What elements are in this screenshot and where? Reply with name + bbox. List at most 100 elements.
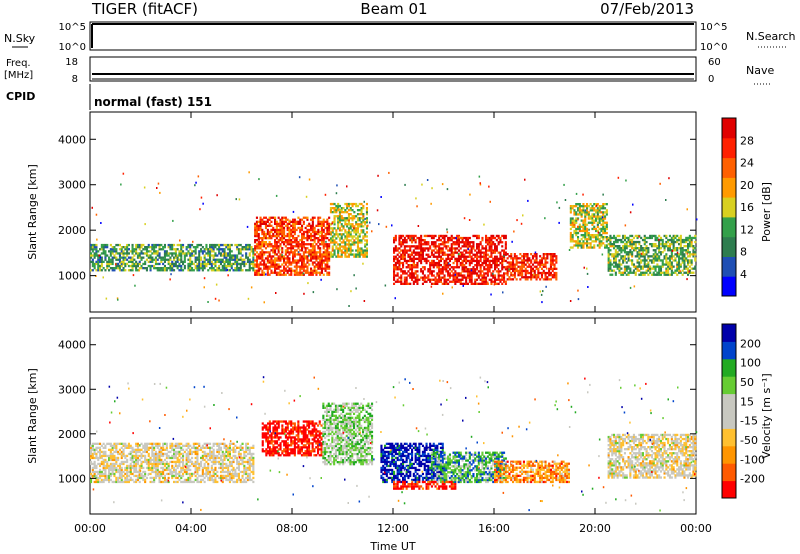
data-cell — [643, 240, 646, 244]
data-cell — [663, 247, 666, 250]
data-cell — [154, 466, 157, 470]
data-cell — [474, 259, 477, 263]
data-cell — [178, 452, 181, 456]
data-cell — [468, 251, 471, 254]
data-cell — [174, 480, 177, 484]
data-cell — [286, 247, 289, 250]
data-cell — [288, 222, 291, 225]
data-cell — [584, 225, 587, 228]
data-cell — [178, 269, 181, 272]
data-cell — [91, 246, 94, 249]
data-cell — [120, 480, 123, 484]
data-cell — [421, 266, 424, 269]
data-cell — [512, 257, 515, 260]
data-cell — [654, 273, 657, 276]
data-cell — [537, 274, 540, 277]
data-cell — [641, 238, 644, 242]
data-cell — [209, 254, 212, 257]
data-cell — [236, 243, 239, 247]
data-cell — [328, 222, 331, 225]
scatter-cell — [199, 208, 201, 211]
data-cell — [692, 251, 695, 254]
data-cell — [313, 267, 316, 270]
data-cell — [151, 256, 154, 259]
data-cell — [591, 209, 594, 212]
data-cell — [485, 249, 488, 252]
data-cell — [182, 466, 185, 470]
scatter-cell — [679, 270, 681, 273]
data-cell — [212, 246, 215, 249]
data-cell — [477, 243, 480, 246]
scatter-cell — [513, 230, 515, 233]
data-cell — [124, 472, 127, 476]
data-cell — [609, 245, 612, 248]
data-cell — [605, 244, 608, 247]
data-cell — [142, 470, 145, 474]
data-cell — [97, 254, 100, 257]
data-cell — [259, 216, 262, 219]
data-cell — [154, 452, 157, 456]
data-cell — [494, 261, 497, 265]
data-cell — [171, 474, 174, 478]
data-cell — [353, 235, 356, 238]
data-cell — [607, 265, 610, 268]
data-cell — [174, 470, 177, 474]
data-cell — [173, 444, 176, 447]
data-cell — [264, 267, 267, 270]
data-cell — [604, 215, 607, 218]
data-cell — [616, 253, 619, 256]
data-cell — [521, 263, 524, 266]
data-cell — [319, 251, 322, 254]
data-cell — [115, 450, 118, 454]
data-cell — [358, 255, 361, 258]
data-cell — [126, 254, 129, 257]
data-cell — [122, 462, 125, 466]
data-cell — [97, 450, 100, 454]
data-cell — [126, 458, 129, 462]
data-cell — [239, 243, 242, 247]
data-cell — [95, 456, 98, 460]
data-cell — [670, 243, 673, 246]
data-cell — [398, 236, 401, 240]
data-cell — [360, 213, 363, 216]
scatter-cell — [411, 237, 413, 240]
data-cell — [447, 278, 450, 281]
data-cell — [338, 229, 341, 232]
data-cell — [277, 265, 280, 268]
data-cell — [515, 267, 518, 270]
data-cell — [683, 259, 686, 262]
data-cell — [535, 267, 538, 270]
data-cell — [346, 243, 349, 246]
data-cell — [147, 256, 150, 259]
data-cell — [672, 238, 675, 242]
data-cell — [153, 452, 156, 456]
data-cell — [124, 258, 127, 261]
data-cell — [483, 280, 486, 283]
data-cell — [182, 260, 185, 263]
data-cell — [227, 254, 230, 257]
data-cell — [625, 251, 628, 254]
data-cell — [494, 249, 497, 252]
data-cell — [311, 247, 314, 250]
data-cell — [447, 249, 450, 252]
data-cell — [131, 246, 134, 249]
data-cell — [605, 240, 608, 243]
data-cell — [214, 254, 217, 257]
data-cell — [189, 252, 192, 255]
data-cell — [299, 228, 302, 232]
data-cell — [223, 243, 226, 247]
data-cell — [270, 257, 273, 260]
data-cell — [310, 259, 313, 262]
data-cell — [358, 213, 361, 216]
data-cell — [483, 247, 486, 250]
data-cell — [326, 267, 329, 270]
data-cell — [396, 259, 399, 263]
data-cell — [182, 480, 185, 484]
scatter-cell — [489, 200, 491, 203]
data-cell — [452, 266, 455, 269]
data-cell — [178, 454, 181, 458]
data-cell — [450, 255, 453, 258]
data-cell — [479, 282, 482, 285]
data-cell — [411, 274, 414, 277]
data-cell — [495, 247, 498, 250]
